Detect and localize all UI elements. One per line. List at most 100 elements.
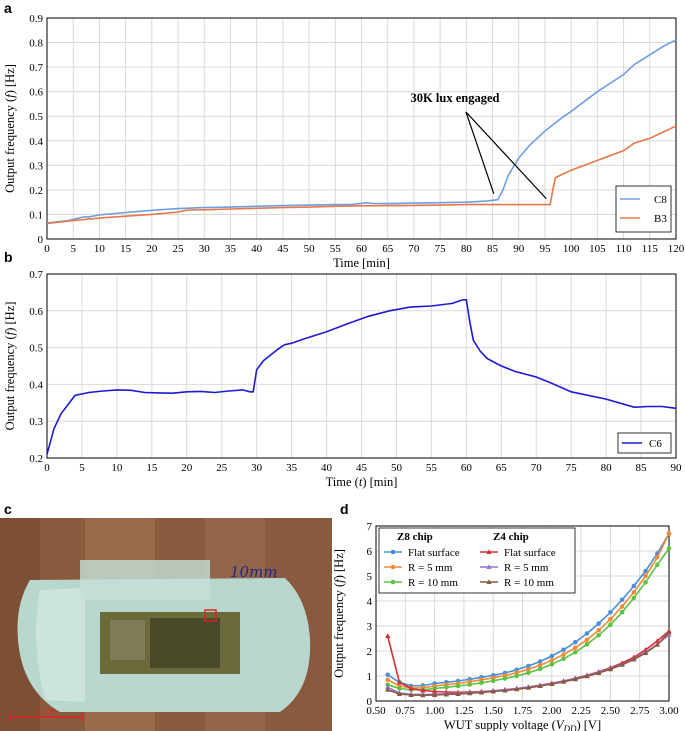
- legend-group-title: Z4 chip: [493, 531, 529, 543]
- data-point: [396, 691, 403, 696]
- legend-label: R = 10 mm: [408, 577, 458, 589]
- legend-marker: [390, 564, 396, 570]
- legend-group-title: Z8 chip: [397, 531, 433, 543]
- data-point: [408, 685, 414, 691]
- data-point: [643, 568, 648, 574]
- x-tick-label: 15: [120, 243, 132, 255]
- x-tick-label: 115: [642, 243, 659, 255]
- plot-frame: [375, 525, 670, 702]
- data-point: [549, 661, 555, 667]
- y-tick-label: 5: [367, 571, 373, 583]
- y-tick-label: 0.8: [29, 38, 43, 50]
- data-point: [514, 670, 519, 676]
- x-tick-label: 55: [330, 243, 342, 255]
- x-tick-label: 70: [408, 243, 420, 255]
- data-point: [385, 633, 391, 638]
- data-point: [619, 604, 625, 609]
- y-tick-label: 3: [367, 621, 373, 633]
- y-tick-label: 4: [367, 596, 373, 608]
- data-point: [619, 661, 625, 667]
- data-point: [526, 663, 531, 669]
- x-tick-label: 50: [304, 243, 316, 255]
- y-tick-label: 2: [367, 646, 373, 658]
- x-tick-label: 0: [44, 243, 50, 255]
- data-point: [408, 692, 414, 697]
- data-point: [526, 666, 531, 672]
- legend-label: Flat surface: [504, 547, 556, 559]
- data-point: [572, 649, 578, 655]
- data-point: [420, 692, 426, 698]
- data-point: [467, 682, 473, 687]
- x-tick-label: 105: [589, 243, 606, 255]
- y-axis-label: Output frequency (f) [Hz]: [3, 302, 17, 431]
- x-tick-label: 0.50: [366, 705, 386, 717]
- x-tick-label: 25: [216, 462, 228, 474]
- x-tick-label: 10: [111, 462, 123, 474]
- data-point: [619, 597, 625, 603]
- legend-marker: [486, 579, 492, 584]
- y-tick-label: 0.5: [29, 343, 43, 355]
- data-point: [584, 641, 590, 647]
- x-tick-label: 55: [426, 462, 438, 474]
- y-tick-label: 0.3: [29, 416, 43, 428]
- data-point: [654, 554, 660, 560]
- data-point: [502, 687, 508, 693]
- x-tick-label: 75: [435, 243, 447, 255]
- x-tick-label: 1.75: [513, 705, 533, 717]
- legend-marker: [390, 579, 396, 585]
- data-point: [420, 687, 426, 693]
- data-point: [561, 656, 566, 662]
- legend-marker: [486, 564, 492, 569]
- data-point: [526, 670, 531, 676]
- x-tick-label: 65: [382, 243, 394, 255]
- data-point: [572, 676, 578, 682]
- legend-box: [617, 432, 672, 454]
- y-tick-label: 0.4: [29, 136, 43, 148]
- legend-marker: [486, 549, 492, 554]
- legend-label: C8: [654, 194, 667, 206]
- x-tick-label: 80: [461, 243, 473, 255]
- data-point: [537, 659, 543, 664]
- x-tick-label: 20: [181, 462, 193, 474]
- x-tick-label: 1.25: [454, 705, 474, 717]
- data-point: [549, 681, 555, 686]
- data-point: [666, 631, 672, 637]
- data-point: [596, 627, 601, 633]
- x-tick-label: 50: [391, 462, 403, 474]
- data-point: [584, 631, 590, 636]
- x-tick-label: 35: [225, 243, 237, 255]
- data-point: [549, 653, 555, 659]
- data-point: [631, 656, 637, 662]
- y-tick-label: 0.7: [29, 269, 43, 281]
- x-tick-label: 30: [199, 243, 211, 255]
- x-tick-label: 20: [146, 243, 158, 255]
- x-tick-label: 40: [321, 462, 333, 474]
- chart-d: 0.50 0.75 1.00 1.25 1.50 1.75 2.00 2.25 2.50 2.75…: [332, 521, 679, 731]
- x-tick-label: 60: [461, 462, 473, 474]
- x-tick-label: 1.50: [484, 705, 504, 717]
- legend-label: R = 5 mm: [408, 562, 453, 574]
- series-line-b3: [46, 125, 677, 225]
- data-point: [455, 683, 461, 689]
- chip-core: [150, 618, 220, 668]
- data-point: [631, 583, 637, 589]
- data-point: [537, 662, 543, 668]
- x-tick-label: 90: [671, 462, 683, 474]
- data-point: [608, 616, 613, 622]
- data-point: [572, 645, 578, 651]
- x-axis-label: Time (t) [min]: [326, 475, 398, 489]
- x-tick-label: 1.00: [425, 705, 445, 717]
- data-point: [490, 688, 496, 694]
- x-tick-label: 80: [601, 462, 613, 474]
- data-point: [514, 673, 519, 679]
- x-tick-label: 75: [566, 462, 578, 474]
- annotation-arrow: [465, 111, 495, 194]
- data-point: [537, 683, 543, 688]
- data-point: [385, 672, 391, 678]
- x-tick-label: 90: [513, 243, 525, 255]
- data-point: [385, 686, 391, 692]
- tape-highlight: [36, 588, 85, 702]
- data-point: [608, 622, 613, 628]
- y-tick-label: 0.4: [29, 379, 43, 391]
